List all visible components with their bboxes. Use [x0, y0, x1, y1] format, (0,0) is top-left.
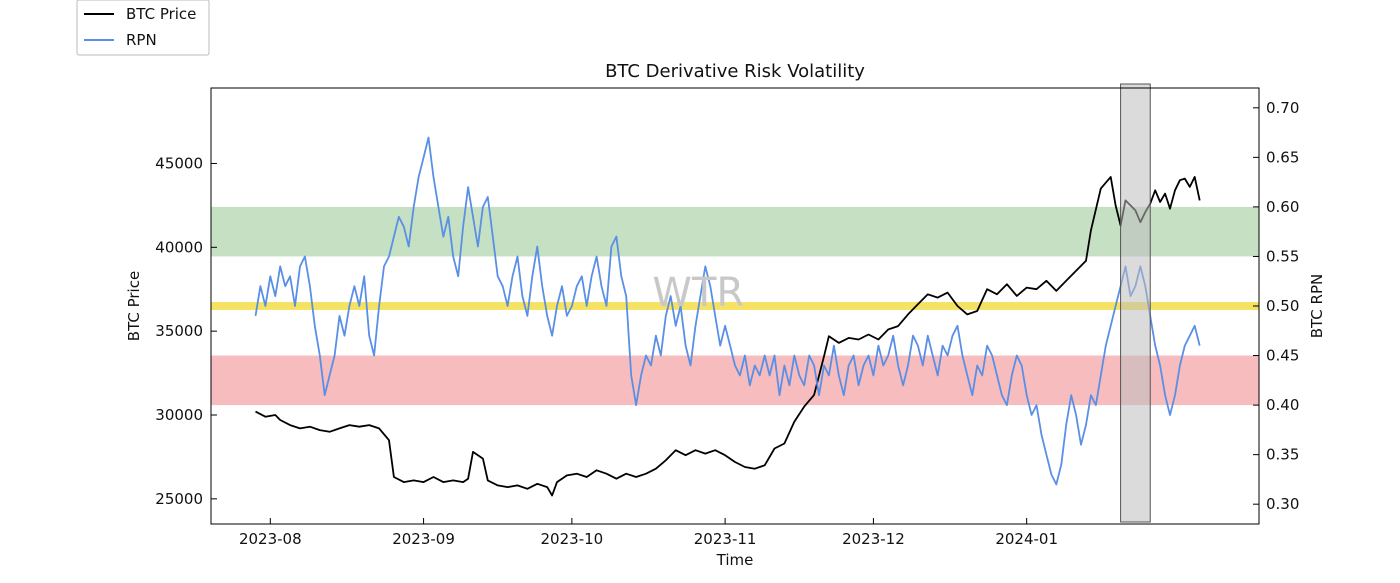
- right-y-axis-label: BTC RPN: [1308, 274, 1326, 339]
- right-y-tick-label: 0.45: [1266, 347, 1299, 365]
- legend: BTC Price RPN: [76, 0, 210, 56]
- band-high-risk-zone: [211, 206, 1259, 257]
- series-line-btc-price: [255, 175, 1201, 497]
- right-y-tick-label: 0.40: [1266, 396, 1299, 414]
- x-tick-label: 2023-11: [694, 530, 757, 548]
- x-tick-label: 2023-10: [541, 530, 604, 548]
- recent-period-highlight: [1120, 83, 1151, 523]
- right-y-tick-label: 0.35: [1266, 446, 1299, 464]
- chart-title: BTC Derivative Risk Volatility: [605, 61, 865, 82]
- x-tick-label: 2023-12: [842, 530, 905, 548]
- right-y-tick-label: 0.50: [1266, 297, 1299, 315]
- series-lines: [254, 136, 1201, 497]
- left-y-tick-label: 25000: [155, 490, 203, 508]
- band-neutral-line: [211, 302, 1259, 310]
- right-y-axis: 0.30 0.35 0.40 0.45 0.50 0.55 0.60 0.65 0.70: [1253, 99, 1299, 513]
- x-tick-label: 2023-09: [392, 530, 455, 548]
- left-y-tick-label: 35000: [155, 322, 203, 340]
- left-y-axis-label: BTC Price: [125, 271, 143, 341]
- x-axis-label: Time: [716, 551, 754, 569]
- legend-label-btc-price: BTC Price: [126, 5, 196, 23]
- left-y-tick-label: 45000: [155, 154, 203, 172]
- left-y-tick-label: 30000: [155, 406, 203, 424]
- right-y-tick-label: 0.70: [1266, 99, 1299, 117]
- left-y-axis: 25000 30000 35000 40000 45000: [155, 154, 217, 508]
- x-axis: 2023-08 2023-09 2023-10 2023-11 2023-12 2024-…: [239, 518, 1058, 548]
- right-y-tick-label: 0.65: [1266, 148, 1299, 166]
- left-y-tick-label: 40000: [155, 238, 203, 256]
- right-y-tick-label: 0.30: [1266, 495, 1299, 513]
- series-line-rpn: [254, 136, 1201, 486]
- right-y-tick-label: 0.60: [1266, 198, 1299, 216]
- legend-label-rpn: RPN: [126, 31, 157, 49]
- x-tick-label: 2024-01: [995, 530, 1058, 548]
- x-tick-label: 2023-08: [239, 530, 302, 548]
- watermark-text: WTR: [652, 270, 744, 316]
- right-y-tick-label: 0.55: [1266, 247, 1299, 265]
